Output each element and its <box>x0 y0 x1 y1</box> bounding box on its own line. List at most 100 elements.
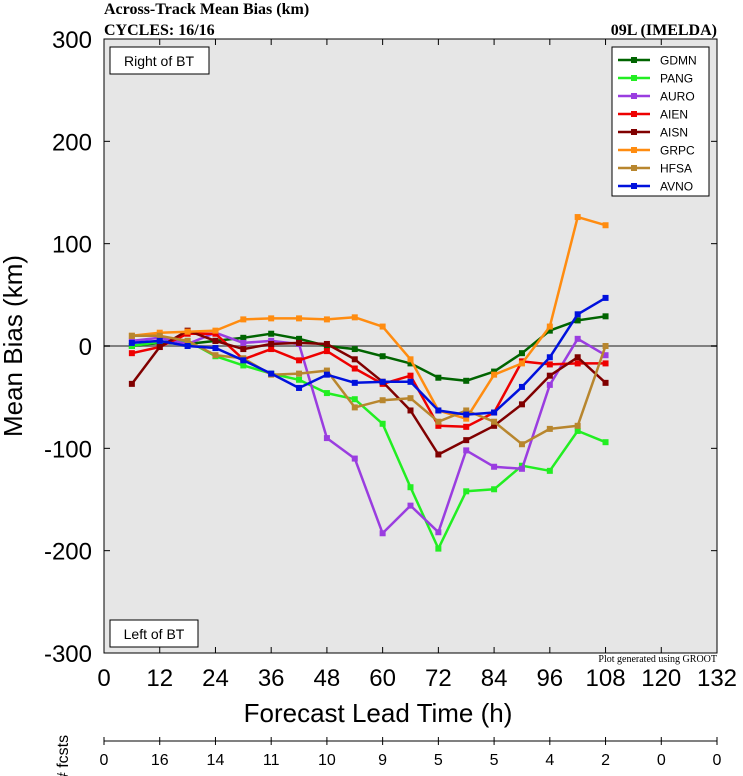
data-point-gdmn <box>435 374 442 381</box>
data-point-auro <box>323 435 330 442</box>
data-point-auro <box>574 335 581 342</box>
data-point-hfsa <box>184 337 191 344</box>
data-point-gdmn <box>240 334 247 341</box>
footnote: Plot generated using GROOT <box>598 654 717 665</box>
data-point-aien <box>323 348 330 355</box>
data-point-avno <box>379 378 386 385</box>
data-point-aien <box>128 350 135 357</box>
x-tick-label: 84 <box>481 665 508 692</box>
data-point-grpc <box>518 360 525 367</box>
data-point-avno <box>240 357 247 364</box>
data-point-auro <box>407 502 414 509</box>
fcst-count-label: # fcsts <box>55 735 72 776</box>
data-point-gdmn <box>491 368 498 375</box>
data-point-gdmn <box>268 330 275 337</box>
legend-item-pang: PANG <box>618 72 693 86</box>
legend-swatch-marker <box>631 93 637 99</box>
data-point-gdmn <box>379 353 386 360</box>
y-tick-label: -200 <box>44 539 92 566</box>
data-point-aien <box>602 360 609 367</box>
data-point-auro <box>602 352 609 359</box>
legend-item-auro: AURO <box>618 90 695 104</box>
annotation-top: Right of BT <box>109 46 210 75</box>
data-point-grpc <box>407 356 414 363</box>
data-point-hfsa <box>156 332 163 339</box>
fcst-count-value: 5 <box>434 752 443 769</box>
data-point-avno <box>323 371 330 378</box>
data-point-aisn <box>268 340 275 347</box>
y-axis-label: Mean Bias (km) <box>0 255 28 437</box>
data-point-avno <box>574 311 581 318</box>
data-point-auro <box>379 530 386 537</box>
data-point-aien <box>212 330 219 337</box>
legend-swatch-marker <box>631 183 637 189</box>
data-point-pang <box>463 488 470 495</box>
fcst-count-value: 4 <box>545 752 554 769</box>
data-point-avno <box>602 294 609 301</box>
x-tick-label: 0 <box>97 665 110 692</box>
data-point-aisn <box>435 451 442 458</box>
data-point-pang <box>323 390 330 397</box>
data-point-pang <box>602 439 609 446</box>
fcst-count-value: 5 <box>490 752 499 769</box>
data-point-hfsa <box>491 418 498 425</box>
data-point-aien <box>574 360 581 367</box>
x-tick-label: 132 <box>697 665 737 692</box>
data-point-hfsa <box>602 343 609 349</box>
data-point-pang <box>379 420 386 427</box>
series-avno <box>128 294 609 418</box>
data-point-avno <box>296 384 303 391</box>
series-line-avno <box>131 296 607 416</box>
data-point-pang <box>546 467 553 474</box>
data-point-gdmn <box>351 346 358 353</box>
legend-label: AIEN <box>660 108 688 122</box>
data-point-grpc <box>463 415 470 422</box>
legend: GDMN PANG AURO AIEN AISN GRPC HFSA AVNO <box>611 46 710 197</box>
data-point-pang <box>351 396 358 403</box>
data-point-grpc <box>491 371 498 378</box>
data-point-grpc <box>351 314 358 321</box>
data-point-aisn <box>602 379 609 386</box>
series-line-aien <box>131 332 606 429</box>
data-point-aisn <box>296 339 303 346</box>
data-point-grpc <box>156 329 163 336</box>
data-point-hfsa <box>407 395 414 402</box>
y-tick-label: -100 <box>44 436 92 463</box>
legend-swatch-marker <box>631 165 637 171</box>
data-point-gdmn <box>463 377 470 384</box>
data-point-avno <box>351 379 358 386</box>
data-point-grpc <box>268 315 275 322</box>
x-tick-label: 60 <box>369 665 396 692</box>
data-point-pang <box>240 362 247 369</box>
data-point-hfsa <box>212 352 219 359</box>
data-point-gdmn <box>296 335 303 342</box>
data-point-hfsa <box>296 370 303 377</box>
data-point-gdmn <box>574 317 581 324</box>
chart-title: Across-Track Mean Bias (km) <box>104 1 309 18</box>
data-point-avno <box>128 339 135 346</box>
series-line-aisn <box>130 329 607 456</box>
legend-item-grpc: GRPC <box>618 144 695 158</box>
annotation-left-of-bt: Left of BT <box>124 626 185 642</box>
data-point-grpc <box>212 327 219 334</box>
legend-item-aien: AIEN <box>618 108 688 122</box>
data-point-hfsa <box>435 418 442 425</box>
data-point-aisn <box>463 437 470 444</box>
data-point-aien <box>435 422 442 429</box>
legend-item-avno: AVNO <box>618 180 693 194</box>
data-point-hfsa <box>128 332 135 339</box>
fcst-count-value: 16 <box>151 752 169 769</box>
data-point-auro <box>351 455 358 462</box>
data-point-aisn <box>546 372 553 379</box>
fcst-count-value: 11 <box>263 752 280 769</box>
data-point-avno <box>546 354 553 361</box>
legend-swatch-marker <box>631 111 637 117</box>
data-point-hfsa <box>574 422 581 429</box>
data-point-aien <box>407 372 414 379</box>
legend-label: AVNO <box>660 180 693 194</box>
data-point-grpc <box>323 316 330 323</box>
data-point-grpc <box>574 214 581 221</box>
series-line-gdmn <box>131 315 606 383</box>
fcst-count-value: 0 <box>100 752 109 769</box>
